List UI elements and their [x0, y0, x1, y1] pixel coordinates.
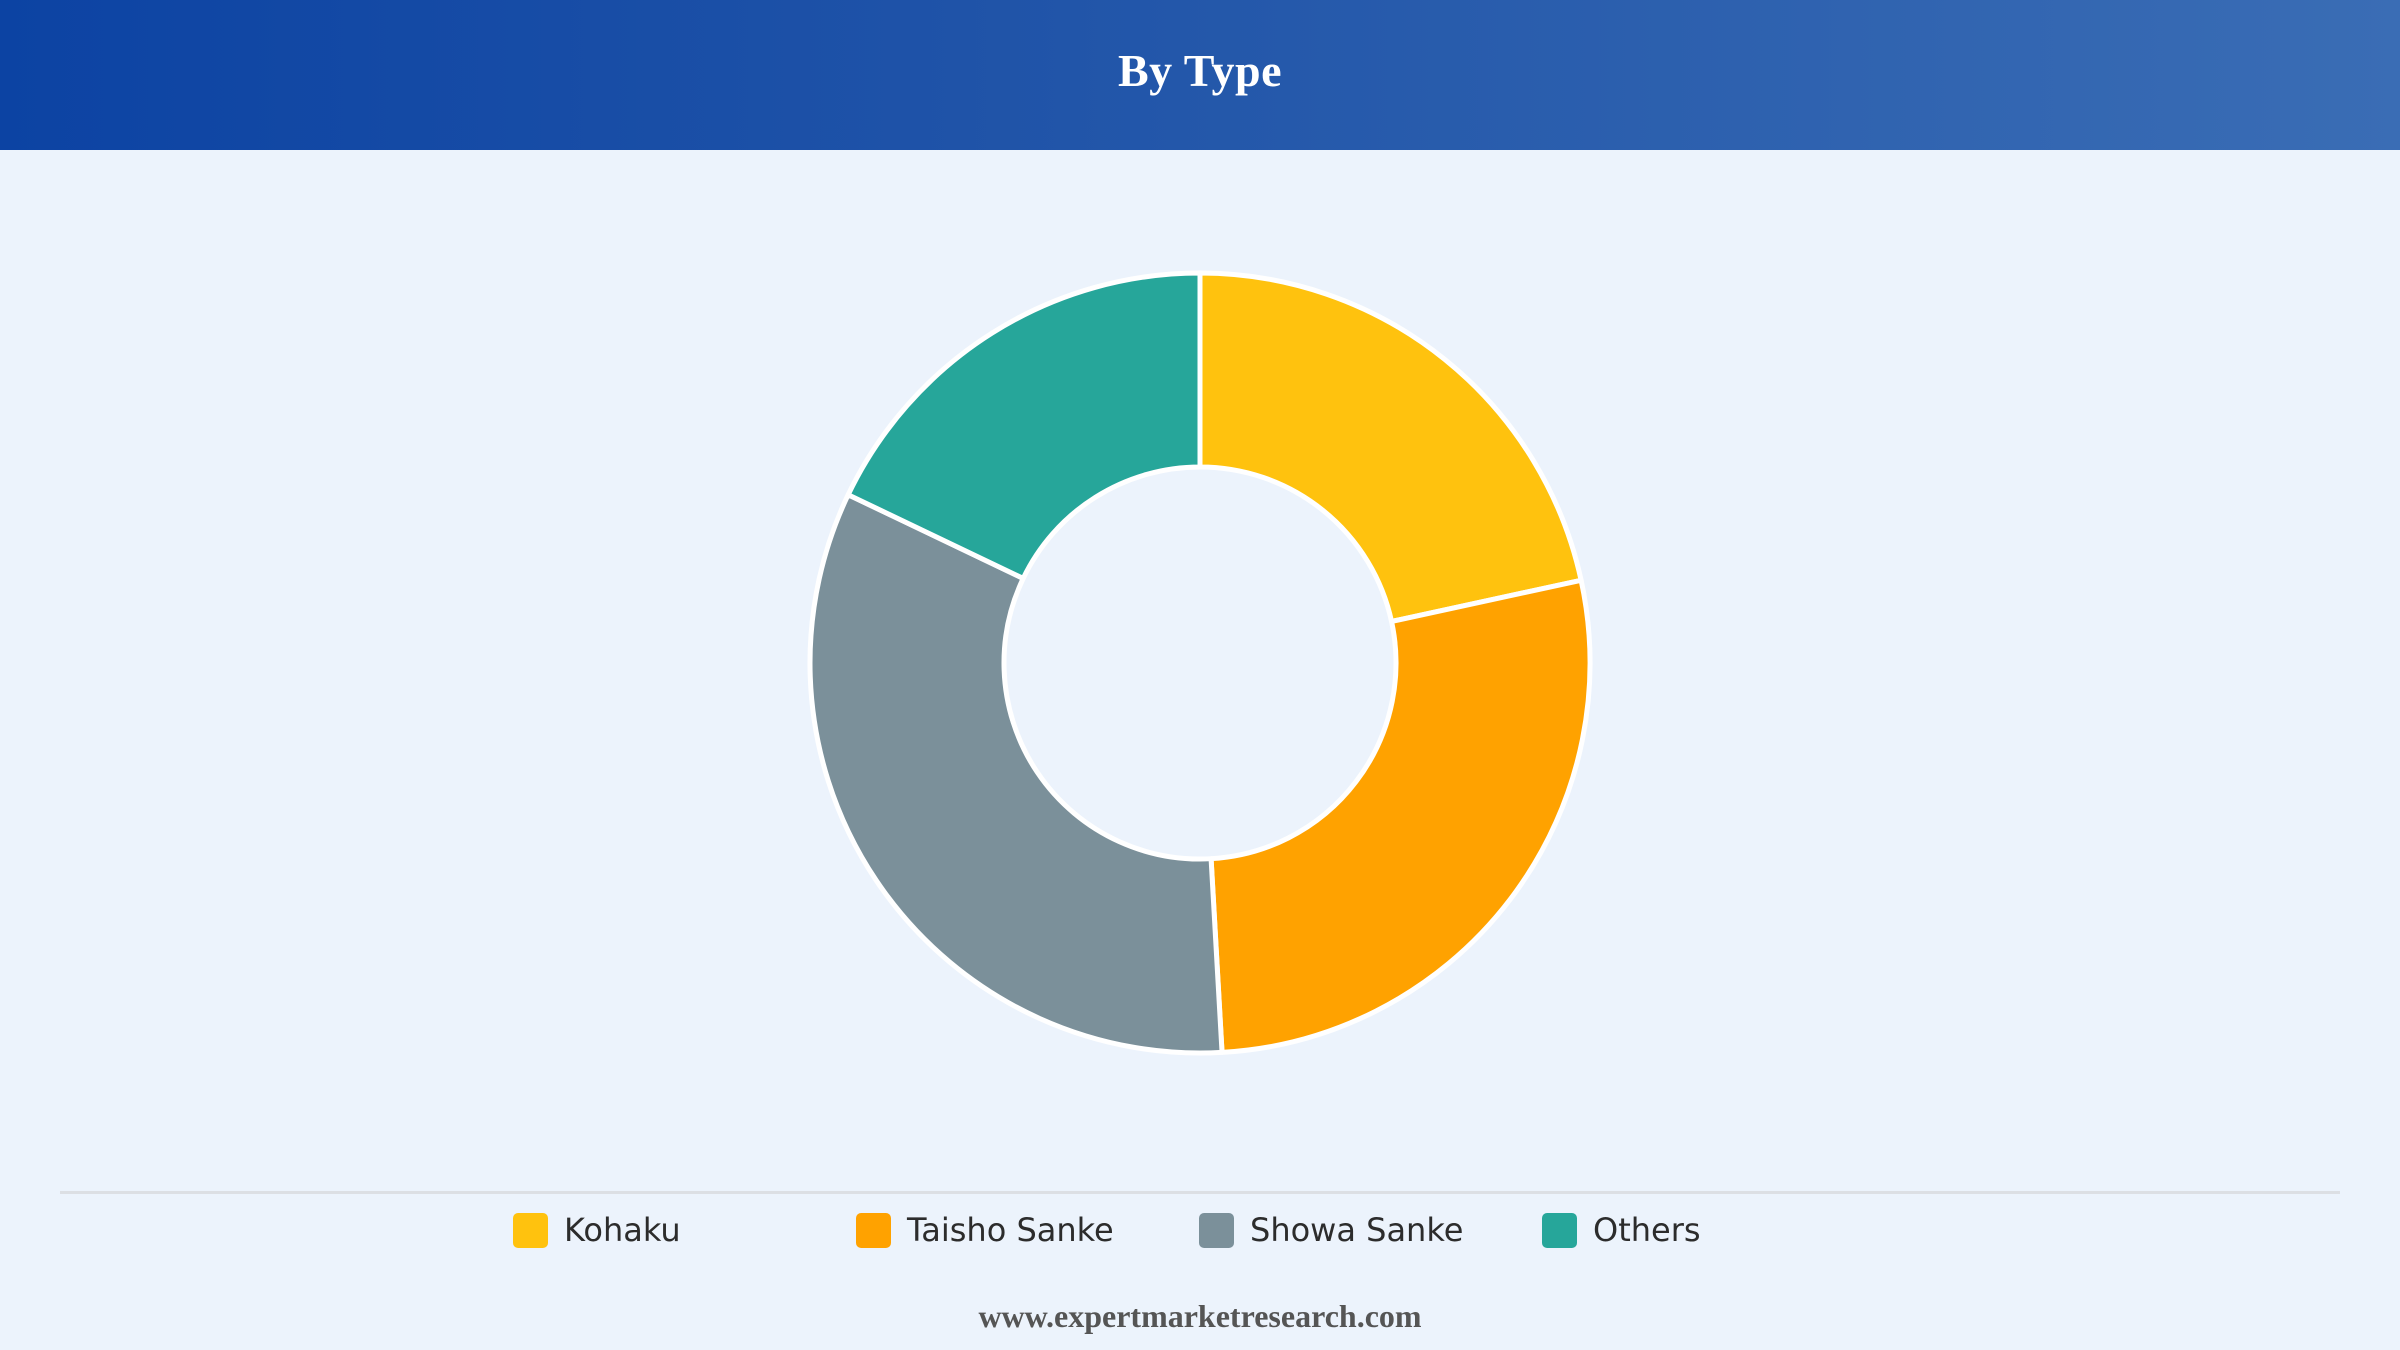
donut-slice-others[interactable] — [845, 270, 1203, 581]
chart-title: By Type — [1117, 44, 1283, 96]
donut-slice-taisho-sanke[interactable] — [1208, 577, 1593, 1055]
legend-label-showa-sanke: Showa Sanke — [1250, 1211, 1464, 1249]
donut-chart — [807, 270, 1593, 1056]
legend-item-taisho-sanke[interactable]: Taisho Sanke — [856, 1208, 1114, 1252]
legend-label-others: Others — [1593, 1211, 1701, 1249]
donut-slice-kohaku[interactable] — [1197, 270, 1584, 624]
legend-divider — [60, 1191, 2340, 1194]
legend-label-taisho-sanke: Taisho Sanke — [907, 1211, 1114, 1249]
legend-item-others[interactable]: Others — [1542, 1208, 1701, 1252]
legend-swatch-kohaku — [513, 1212, 548, 1248]
legend-swatch-showa-sanke — [1199, 1212, 1234, 1248]
donut-slice-showa-sanke[interactable] — [807, 492, 1225, 1056]
legend-item-kohaku[interactable]: Kohaku — [513, 1208, 681, 1252]
chart-area — [0, 150, 2400, 1180]
title-banner: By Type — [0, 0, 2400, 150]
legend-swatch-taisho-sanke — [856, 1212, 891, 1248]
legend-swatch-others — [1542, 1212, 1577, 1248]
legend-item-showa-sanke[interactable]: Showa Sanke — [1199, 1208, 1463, 1252]
legend-label-kohaku: Kohaku — [564, 1211, 681, 1249]
chart-legend: Kohaku Taisho Sanke Showa Sanke Others — [0, 1208, 2400, 1252]
footer-source-url: www.expertmarketresearch.com — [978, 1298, 1422, 1334]
